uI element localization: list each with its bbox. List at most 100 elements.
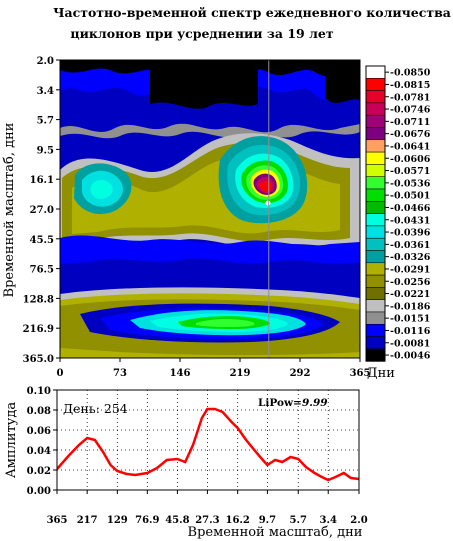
amplitude-x-tick-label: 217 — [77, 515, 98, 526]
legend-swatch — [365, 324, 386, 337]
legend-label: -0.0151 — [390, 314, 430, 325]
legend-label: -0.0815 — [390, 80, 430, 91]
legend-label: -0.0186 — [390, 301, 431, 312]
amplitude-y-ticks: 0.00 0.02 0.04 0.06 0.08 0.10 — [27, 386, 57, 497]
legend-label: -0.0781 — [390, 92, 430, 103]
amplitude-ylabel: Амплитуда — [4, 402, 19, 478]
spectrogram-ylabel: Временной масштаб, дни — [2, 123, 17, 298]
spectrogram-x-ticks: 0 73 146 219 292 365 — [57, 358, 371, 379]
amplitude-x-tick-label: 365 — [47, 515, 68, 526]
amplitude-frame — [56, 389, 360, 491]
spectrogram-x-tick-label: 0 — [57, 368, 64, 379]
spectrogram-y-tick-label: 128.8 — [23, 294, 54, 305]
spectrogram-x-tick-label: 146 — [170, 368, 191, 379]
legend-swatch — [365, 287, 386, 300]
legend-swatch — [365, 262, 386, 276]
legend-swatch — [365, 336, 386, 350]
legend-swatch — [365, 250, 386, 264]
lipow-label: LiPow= — [258, 397, 302, 409]
spectrogram-panel: 2.0 3.4 5.7 9.5 16.1 27.0 45.5 76.5 128.8 216.9 36… — [2, 56, 395, 381]
legend-label: -0.0361 — [390, 240, 430, 251]
legend-label: -0.0116 — [390, 326, 431, 337]
legend-label: -0.0641 — [390, 141, 430, 152]
amplitude-x-tick-label: 9.7 — [259, 515, 276, 526]
legend-label: -0.0536 — [390, 178, 431, 189]
legend-frame — [365, 65, 386, 362]
spectrogram-y-ticks: 2.0 3.4 5.7 9.5 16.1 27.0 45.5 76.5 128.8 216.9 36… — [23, 56, 60, 365]
spectrogram-x-tick-label: 219 — [230, 368, 251, 379]
legend-swatch — [365, 127, 386, 141]
legend-swatch — [365, 299, 386, 313]
lipow-value: 9.99 — [302, 397, 328, 409]
amplitude-plot-area — [57, 390, 359, 490]
amplitude-x-tick-label: 129 — [107, 515, 128, 526]
legend-label: -0.0221 — [390, 289, 430, 300]
spectrogram-y-tick-label: 2.0 — [37, 56, 54, 67]
legend-swatch — [365, 311, 386, 325]
legend-label: -0.0046 — [390, 351, 431, 362]
amplitude-panel: 0.00 0.02 0.04 0.06 0.08 0.10 365 217 129 76.9 45… — [4, 386, 368, 540]
spectrogram-xlabel: Дни — [367, 366, 395, 381]
legend-label: -0.0396 — [390, 228, 431, 239]
legend-swatch — [365, 188, 386, 202]
chart-title-line1: Частотно-временной спектр ежедневного ко… — [53, 5, 451, 20]
spectrogram-y-tick-label: 16.1 — [30, 175, 54, 186]
legend-label: -0.0746 — [390, 105, 431, 116]
legend-label: -0.0606 — [390, 154, 431, 165]
legend-label: -0.0326 — [390, 252, 431, 263]
legend-swatch — [365, 348, 386, 362]
legend-swatch — [365, 90, 386, 104]
legend-label: -0.0291 — [390, 264, 430, 275]
amplitude-x-tick-label: 3.4 — [320, 515, 337, 526]
legend-swatch — [365, 65, 386, 79]
amplitude-xlabel: Временной масштаб, дни — [188, 525, 363, 540]
legend-swatch — [365, 213, 386, 227]
amplitude-y-tick-label: 0.00 — [27, 486, 51, 497]
amplitude-y-tick-label: 0.10 — [27, 386, 51, 397]
legend-swatch — [365, 102, 386, 116]
spectrogram-y-tick-label: 365.0 — [23, 354, 54, 365]
legend-label: -0.0466 — [390, 203, 431, 214]
amplitude-x-tick-label: 45.8 — [165, 515, 189, 526]
spectrogram-y-tick-label: 3.4 — [37, 86, 54, 97]
spectrogram-y-tick-label: 9.5 — [37, 145, 54, 156]
amplitude-series-line — [57, 407, 359, 482]
spectrogram-y-tick-label: 45.5 — [30, 235, 54, 246]
legend-swatch — [365, 139, 386, 153]
legend-swatch — [365, 176, 386, 190]
spectrogram-x-tick-label: 365 — [350, 368, 371, 379]
legend-label: -0.0256 — [390, 277, 431, 288]
spectrogram-y-tick-label: 5.7 — [37, 116, 54, 127]
spectrogram-y-tick-label: 76.5 — [30, 265, 54, 276]
legend-label: -0.0850 — [390, 68, 431, 79]
legend-label: -0.0676 — [390, 129, 431, 140]
legend-swatch — [365, 225, 386, 239]
legend-swatch — [365, 78, 386, 91]
legend-label: -0.0431 — [390, 215, 430, 226]
legend-label: -0.0081 — [390, 338, 430, 349]
spectrogram-x-tick-label: 73 — [113, 368, 127, 379]
legend-swatch — [365, 201, 386, 214]
amplitude-x-tick-label: 76.9 — [135, 515, 159, 526]
legend-label: -0.0501 — [390, 191, 430, 202]
spectrogram-field — [60, 60, 360, 358]
legend-label: -0.0571 — [390, 166, 430, 177]
amplitude-x-tick-label: 16.2 — [225, 515, 249, 526]
colorbar-legend: -0.0850-0.0815-0.0781-0.0746-0.0711-0.06… — [365, 65, 431, 362]
legend-swatch — [365, 114, 386, 128]
legend-swatch — [365, 237, 386, 251]
amplitude-y-tick-label: 0.02 — [27, 466, 51, 477]
spectrogram-y-tick-label: 27.0 — [30, 205, 54, 216]
amplitude-y-tick-label: 0.06 — [27, 426, 51, 437]
legend-label: -0.0711 — [390, 117, 430, 128]
chart-title-line2: циклонов при усреднении за 19 лет — [70, 26, 333, 41]
amplitude-y-tick-label: 0.04 — [27, 446, 51, 457]
day-label: День: 254 — [63, 401, 128, 416]
amplitude-x-tick-label: 27.3 — [195, 515, 219, 526]
legend-swatch — [365, 274, 386, 288]
amplitude-x-ticks: 365 217 129 76.9 45.8 27.3 16.2 9.7 5.7 3.4 2.0 — [47, 490, 368, 526]
legend-swatch — [365, 164, 386, 177]
spectrogram-y-tick-label: 216.9 — [23, 324, 54, 335]
legend-swatch — [365, 151, 386, 165]
